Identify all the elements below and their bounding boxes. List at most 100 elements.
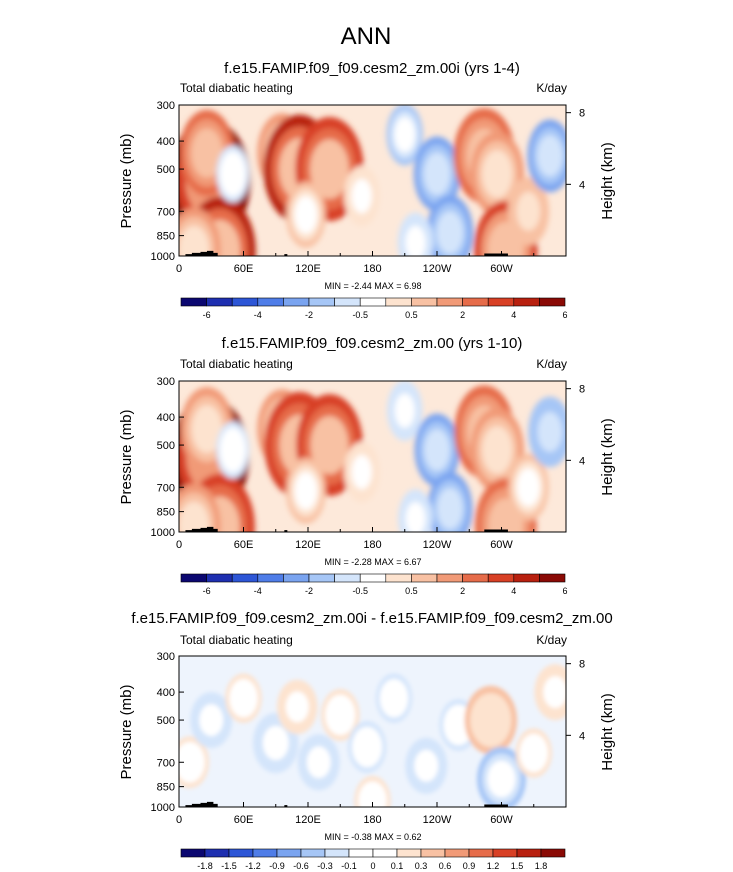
y-tick-label: 700 <box>157 482 175 494</box>
panel-2-y2-axis-label: Height (km) <box>599 418 616 496</box>
colorbar-swatch <box>180 297 207 307</box>
contour-region <box>351 178 372 214</box>
colorbar-swatch <box>411 297 438 307</box>
colorbar-label: -0.3 <box>317 861 333 871</box>
panel-1-stats: MIN = -2.44 MAX = 6.98 <box>324 281 421 291</box>
panel-1-y-axis-label: Pressure (mb) <box>118 133 135 228</box>
colorbar-swatch <box>411 573 438 583</box>
colorbar-swatch <box>492 848 518 858</box>
y-tick-label: 300 <box>157 376 175 388</box>
x-tick-label: 120W <box>423 263 452 275</box>
contour-region <box>199 704 224 737</box>
colorbar-swatch <box>228 848 254 858</box>
contour-region <box>191 128 223 178</box>
panel-3-y2-axis-label: Height (km) <box>599 693 616 771</box>
colorbar-label: -4 <box>254 310 262 320</box>
topography-mask <box>484 529 508 532</box>
main-title: ANN <box>341 23 392 50</box>
x-tick-label: 120E <box>295 263 321 275</box>
colorbar-swatch <box>231 297 259 307</box>
y2-tick-label: 8 <box>579 659 585 671</box>
colorbar-swatch <box>257 297 284 307</box>
contour-region <box>362 786 383 807</box>
contour-region <box>475 700 506 740</box>
colorbar-label: 2 <box>460 586 465 596</box>
contour-region <box>537 411 563 453</box>
topography-mask <box>284 805 288 807</box>
y2-tick-label: 4 <box>579 179 585 191</box>
colorbar-label: -1.8 <box>197 861 213 871</box>
colorbar-swatch <box>539 573 566 583</box>
y-tick-label: 300 <box>157 100 175 112</box>
colorbar-swatch <box>204 848 230 858</box>
contour-region <box>309 139 350 199</box>
colorbar-label: 0 <box>370 861 375 871</box>
y-tick-label: 500 <box>157 164 175 176</box>
colorbar-swatch <box>539 297 566 307</box>
contour-region <box>487 760 516 798</box>
contour-region <box>447 710 470 740</box>
colorbar-swatch <box>252 848 278 858</box>
contour-region <box>306 746 331 779</box>
topography-mask <box>284 254 288 256</box>
panel-3-variable-label: Total diabatic heating <box>180 633 293 647</box>
colorbar-swatch <box>420 848 446 858</box>
colorbar-label: -0.1 <box>341 861 357 871</box>
x-tick-label: 120W <box>423 539 452 551</box>
colorbar-label: -1.5 <box>221 861 237 871</box>
x-tick-label: 60E <box>234 263 254 275</box>
colorbar-swatch <box>334 573 361 583</box>
contour-region <box>482 425 513 474</box>
y2-tick-label: 4 <box>579 455 585 467</box>
x-tick-label: 180 <box>363 263 381 275</box>
colorbar-swatch <box>283 297 310 307</box>
colorbar-swatch <box>436 573 463 583</box>
y-tick-label: 1000 <box>151 527 175 539</box>
panel-1-title: f.e15.FAMIP.f09_f09.cesm2_zm.00i (yrs 1-… <box>224 60 520 77</box>
y2-tick-label: 8 <box>579 108 585 120</box>
y-tick-label: 300 <box>157 651 175 663</box>
colorbar-label: -4 <box>254 586 262 596</box>
x-tick-label: 60E <box>234 539 254 551</box>
contour-region <box>543 676 566 709</box>
contour-region <box>294 195 318 234</box>
panel-2-units-label: K/day <box>536 357 567 371</box>
contour-region <box>223 433 243 467</box>
colorbar-swatch <box>516 848 542 858</box>
colorbar-swatch <box>283 573 310 583</box>
colorbar-swatch <box>257 573 284 583</box>
y-tick-label: 700 <box>157 206 175 218</box>
y-tick-label: 500 <box>157 440 175 452</box>
colorbar-swatch <box>436 297 463 307</box>
contour-region <box>405 501 426 532</box>
colorbar-swatch <box>276 848 302 858</box>
contour-region <box>223 157 243 191</box>
contour-region <box>179 501 210 532</box>
colorbar-label: -2 <box>305 310 313 320</box>
topography-mask <box>185 526 218 532</box>
colorbar-swatch <box>334 297 361 307</box>
contour-region <box>516 191 541 231</box>
colorbar-label: -6 <box>203 310 211 320</box>
panel-1: f.e15.FAMIP.f09_f09.cesm2_zm.00i (yrs 1-… <box>118 60 616 320</box>
x-tick-label: 0 <box>176 814 182 826</box>
colorbar-swatch <box>206 573 233 583</box>
colorbar-swatch <box>462 573 489 583</box>
colorbar-label: -0.5 <box>352 310 368 320</box>
panel-3-y-axis-label: Pressure (mb) <box>118 684 135 779</box>
contour-region <box>414 749 439 782</box>
x-tick-label: 180 <box>363 814 381 826</box>
colorbar-swatch <box>468 848 494 858</box>
x-tick-label: 120W <box>423 814 452 826</box>
colorbar-label: 6 <box>562 586 567 596</box>
contour-region <box>424 429 450 471</box>
contour-region <box>394 393 415 428</box>
y-tick-label: 1000 <box>151 251 175 263</box>
contour-region <box>537 135 563 177</box>
y-tick-label: 500 <box>157 715 175 727</box>
x-tick-label: 60W <box>490 814 513 826</box>
panel-1-variable-label: Total diabatic heating <box>180 81 293 95</box>
contour-region <box>437 487 463 530</box>
colorbar-swatch <box>513 573 540 583</box>
